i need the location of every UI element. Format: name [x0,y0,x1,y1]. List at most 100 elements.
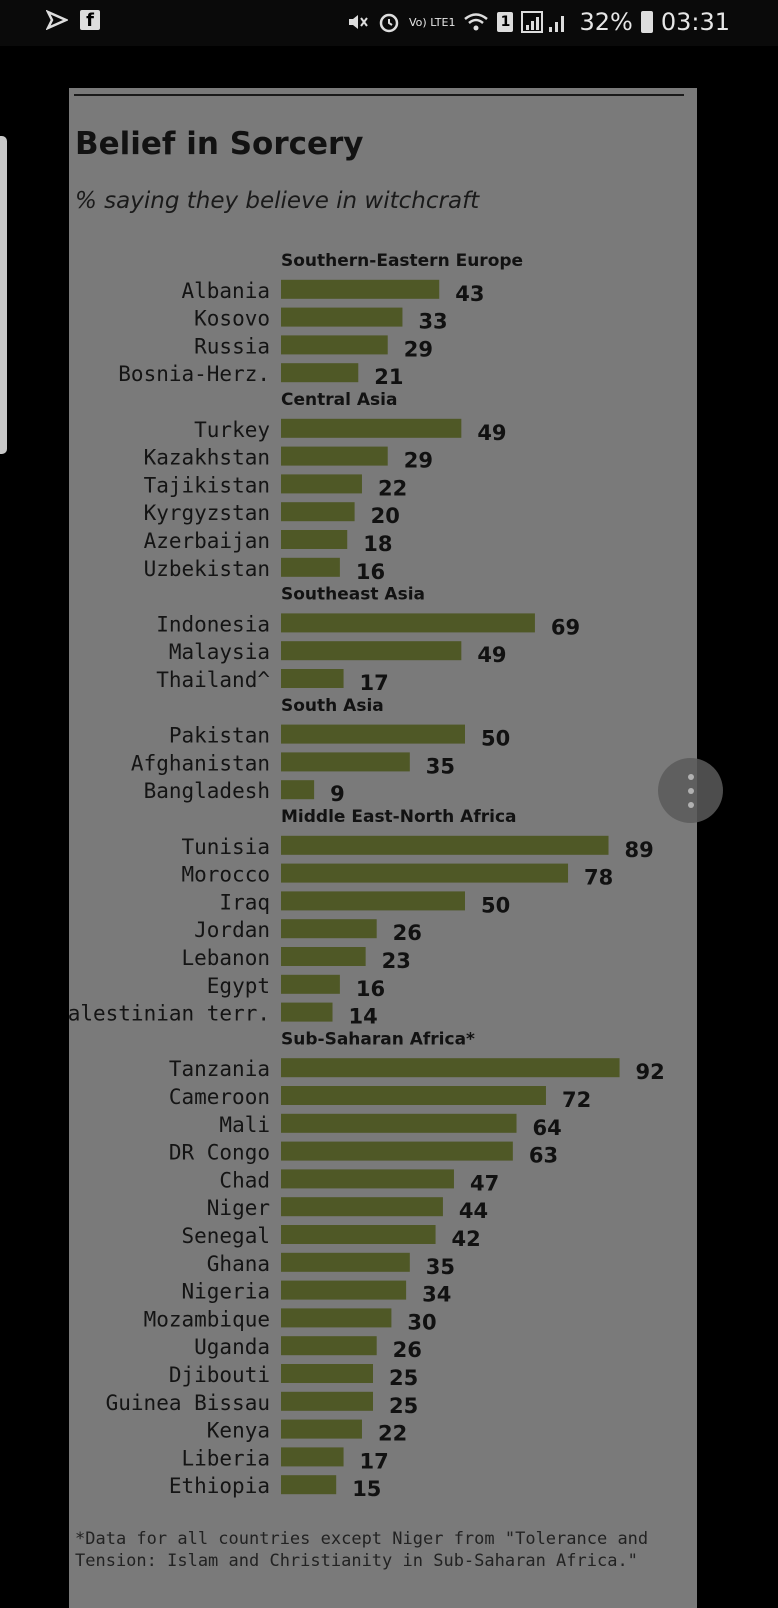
bar-label: Russia [194,334,270,358]
bar-value-label: 89 [625,838,654,862]
bar [281,919,377,939]
group-header: Central Asia [281,390,397,410]
bar-value-label: 17 [360,671,389,695]
bar [281,1364,373,1383]
bar [281,863,569,883]
bar-value-label: 49 [477,421,506,445]
bar-label: Kenya [207,1419,270,1443]
status-bar: f Vo) LTE1 1 32% 03:31 [0,0,778,46]
bar-label: Kyrgyzstan [144,501,270,525]
bar [281,446,388,466]
group-header: South Asia [281,696,384,716]
bar-label: Jordan [194,918,270,942]
bar-value-label: 25 [389,1366,418,1390]
bar-label: Ghana [207,1252,270,1276]
bar-value-label: 26 [393,921,422,945]
more-options-button[interactable] [658,758,723,823]
bar-label: Kazakhstan [144,446,270,470]
bar-label: Ethiopia [169,1474,270,1498]
bar [281,1197,443,1217]
bar [281,947,366,966]
bar-label: Chad [219,1168,270,1192]
bar [281,669,344,688]
bar-value-label: 26 [393,1338,422,1362]
bar-value-label: 33 [418,310,447,334]
bar-label: Indonesia [156,612,270,636]
bar-value-label: 34 [422,1283,451,1307]
battery-icon [640,11,653,33]
bar [281,279,440,299]
group-header: Southern-Eastern Europe [281,251,523,271]
bar [281,1225,436,1244]
bar-value-label: 49 [477,643,506,667]
bar [281,1391,373,1411]
bar [281,1280,407,1300]
bar [281,1419,362,1439]
dot-icon [688,774,694,780]
bar-label: Uzbekistan [144,557,270,581]
bar [281,1336,377,1356]
bar-value-label: 22 [378,476,407,500]
send-icon [46,10,68,30]
status-left-icons: f [46,10,100,31]
bar-value-label: 16 [356,977,385,1001]
bar-value-label: 25 [389,1394,418,1418]
edge-panel-handle[interactable] [0,136,7,454]
clock: 03:31 [660,8,730,36]
bar-value-label: 17 [360,1449,389,1473]
bar-label: DR Congo [169,1141,270,1165]
mute-icon [349,15,368,29]
bar-label: Malaysia [169,640,270,664]
bar-label: Afghanistan [131,751,270,775]
bar-value-label: 42 [452,1227,481,1251]
bar-value-label: 29 [404,337,433,361]
bar-value-label: 63 [529,1144,558,1168]
bar-label: Kosovo [194,307,270,331]
bar [281,613,535,633]
bar-value-label: 35 [426,1255,455,1279]
bar [281,474,362,494]
bar-value-label: 69 [551,615,580,639]
bar-chart: Southern-Eastern Europe Albania 43 Kosovo 33… [69,251,665,1501]
chart-subtitle: % saying they believe in witchcraft [75,188,480,214]
bar-value-label: 43 [455,282,484,306]
bar-value-label: 72 [562,1088,591,1112]
bar-value-label: 50 [481,727,510,751]
bar [281,1058,620,1078]
bar-value-label: 21 [374,365,403,389]
bar-label: Pakistan [169,724,270,748]
facebook-icon: f [80,10,100,31]
bar [281,974,340,994]
top-rule [74,94,684,96]
wifi-icon [464,13,489,31]
bar-label: Mali [219,1113,270,1137]
group-header: Sub-Saharan Africa* [281,1029,475,1049]
bar [281,530,348,549]
bar-value-label: 44 [459,1199,488,1223]
alarm-icon [379,13,399,33]
bar-value-label: 9 [330,782,345,806]
bar [281,1086,546,1105]
bar-label: Uganda [194,1335,270,1359]
bar-label: Niger [207,1196,270,1220]
bar-value-label: 16 [356,560,385,584]
bar-value-label: 14 [349,1005,378,1029]
bar-label: Guinea Bissau [106,1391,270,1415]
bar-label: Egypt [207,974,270,998]
bar [281,1141,513,1161]
bar [281,1475,337,1495]
bar-label: Bosnia-Herz. [118,362,270,386]
bar-label: Mozambique [144,1307,270,1331]
bar [281,1002,333,1022]
status-right-icons: Vo) LTE1 1 32% 03:31 [347,8,730,36]
bar-label: Tajikistan [144,473,270,497]
bar-label: Senegal [181,1224,270,1248]
bar [281,363,359,383]
bar-label: Palestinian terr. [69,1002,270,1026]
dot-icon [688,802,694,808]
bar-value-label: 29 [404,449,433,473]
bar-label: Nigeria [181,1280,270,1304]
chart-image: Belief in Sorcery % saying they believe … [69,88,697,1608]
chart-footnote: *Data for all countries except Niger fro… [75,1529,649,1571]
bar-label: Lebanon [181,946,270,970]
